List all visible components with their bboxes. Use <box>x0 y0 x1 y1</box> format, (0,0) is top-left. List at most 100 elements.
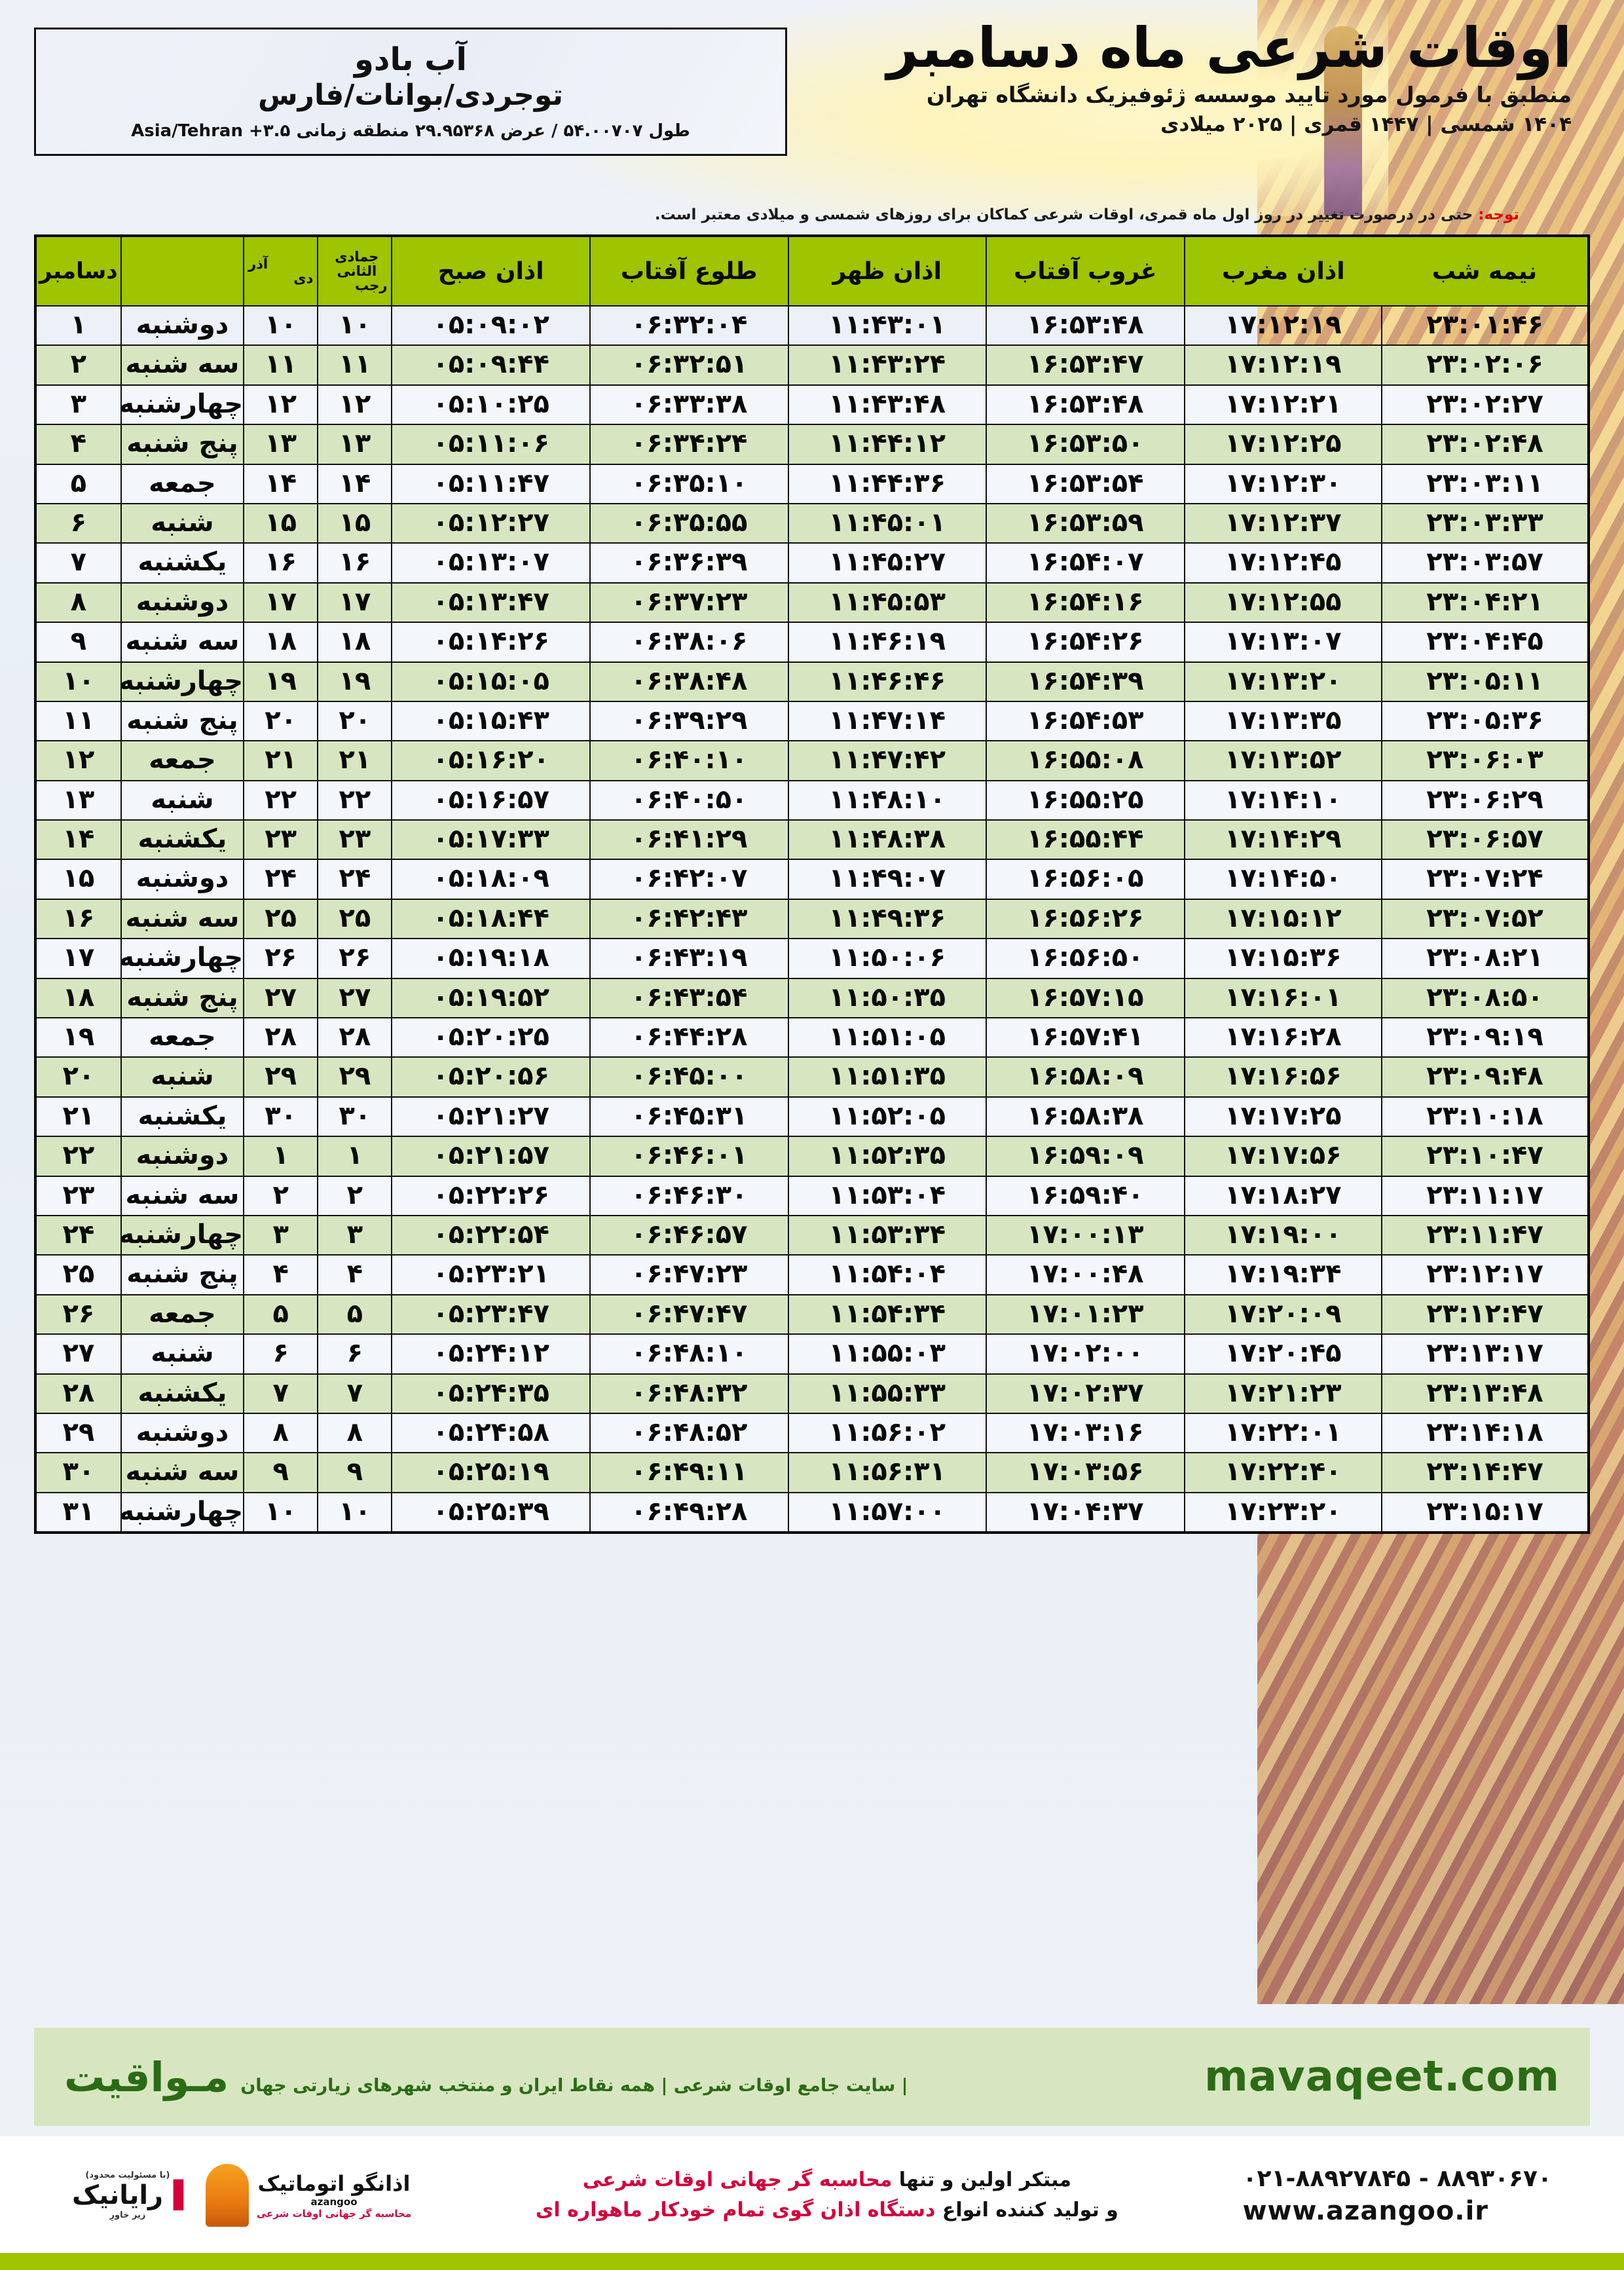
cell-jalali: ۲۵ <box>243 898 319 940</box>
cell-maghrib: ۱۷:۱۹:۳۴ <box>1183 1254 1383 1295</box>
cell-sunset: ۱۶:۵۹:۰۹ <box>986 1136 1185 1177</box>
cell-weekday: دوشنبه <box>120 859 245 900</box>
cell-midnight: ۲۳:۰۵:۱۱ <box>1381 661 1589 702</box>
cell-sunrise: ۰۶:۳۵:۱۰ <box>589 463 789 504</box>
cell-maghrib: ۱۷:۲۰:۴۵ <box>1183 1333 1383 1375</box>
cell-maghrib: ۱۷:۱۲:۴۵ <box>1183 542 1383 584</box>
cell-dhuhr: ۱۱:۵۰:۳۵ <box>787 977 987 1019</box>
table-row: ۲۳:۰۴:۴۵ ۱۷:۱۳:۰۷ ۱۶:۵۴:۲۶ ۱۱:۴۶:۱۹ ۰۶:۳۸:۰۶… <box>35 622 1589 663</box>
cell-jalali: ۱۳ <box>243 424 319 465</box>
promo-website-link[interactable]: mavaqeet.com <box>1204 2053 1560 2101</box>
cell-day: ۱۸ <box>35 977 122 1019</box>
col-header-jalali: آذر دی <box>243 236 318 306</box>
cell-hijri: ۲۳ <box>317 819 393 861</box>
cell-jalali: ۲۱ <box>243 740 319 781</box>
cell-weekday: چهارشنبه <box>119 1491 245 1534</box>
rayaneek-logo-main: رایانیک <box>72 2180 164 2210</box>
cell-midnight: ۲۳:۰۲:۴۸ <box>1381 424 1589 465</box>
cell-sunset: ۱۶:۵۴:۰۷ <box>986 542 1185 584</box>
cell-hijri: ۳۰ <box>317 1096 393 1138</box>
cell-sunset: ۱۶:۵۷:۴۱ <box>986 1017 1185 1058</box>
cell-fajr: ۰۵:۲۵:۳۹ <box>391 1491 591 1534</box>
cell-dhuhr: ۱۱:۵۵:۰۳ <box>787 1333 987 1375</box>
cell-day: ۲۹ <box>35 1412 122 1454</box>
table-row: ۲۳:۰۲:۲۷ ۱۷:۱۲:۲۱ ۱۶:۵۳:۴۸ ۱۱:۴۳:۴۸ ۰۶:۳۳:۳۸… <box>35 384 1589 426</box>
cell-day: ۸ <box>35 582 122 623</box>
cell-hijri: ۲۹ <box>317 1056 393 1098</box>
cell-sunrise: ۰۶:۳۸:۰۶ <box>589 622 789 663</box>
table-row: ۲۳:۰۴:۲۱ ۱۷:۱۲:۵۵ ۱۶:۵۴:۱۶ ۱۱:۴۵:۵۳ ۰۶:۳۷:۲۳… <box>35 582 1589 623</box>
azangoo-logo-title: اذانگو اتوماتیک <box>257 2171 411 2196</box>
cell-weekday: پنج شنبه <box>120 1254 245 1295</box>
cell-weekday: دوشنبه <box>120 1136 245 1177</box>
cell-fajr: ۰۵:۱۹:۵۲ <box>391 977 591 1019</box>
cell-midnight: ۲۳:۱۴:۱۸ <box>1381 1412 1589 1454</box>
cell-sunrise: ۰۶:۴۲:۰۷ <box>589 859 789 900</box>
cell-day: ۱۰ <box>35 661 122 702</box>
cell-sunrise: ۰۶:۳۵:۵۵ <box>589 502 789 544</box>
cell-weekday: دوشنبه <box>120 582 245 623</box>
note-line: توجه: حتی در درصورت تغییر در روز اول ماه… <box>33 206 1519 223</box>
cell-midnight: ۲۳:۰۶:۰۳ <box>1381 740 1589 781</box>
cell-sunrise: ۰۶:۴۸:۳۲ <box>589 1373 789 1414</box>
table-row: ۲۳:۰۸:۲۱ ۱۷:۱۵:۳۶ ۱۶:۵۶:۵۰ ۱۱:۵۰:۰۶ ۰۶:۴۳:۱۹… <box>35 938 1589 979</box>
cell-day: ۴ <box>35 424 122 465</box>
footer-phone: ۰۲۱-۸۸۹۲۷۸۴۵ - ۸۸۹۳۰۶۷۰ <box>1242 2165 1552 2192</box>
cell-dhuhr: ۱۱:۵۳:۰۴ <box>787 1175 987 1216</box>
cell-jalali: ۱۰ <box>243 305 319 346</box>
cell-jalali: ۱۸ <box>243 622 319 663</box>
cell-sunrise: ۰۶:۴۵:۰۰ <box>589 1056 789 1098</box>
cell-sunrise: ۰۶:۴۹:۱۱ <box>589 1452 789 1493</box>
cell-dhuhr: ۱۱:۵۲:۰۵ <box>787 1096 987 1138</box>
cell-maghrib: ۱۷:۱۳:۲۰ <box>1183 661 1383 702</box>
cell-weekday: پنج شنبه <box>120 700 245 742</box>
footer-contact: ۰۲۱-۸۸۹۲۷۸۴۵ - ۸۸۹۳۰۶۷۰ www.azangoo.ir <box>1243 2165 1552 2226</box>
cell-day: ۱۴ <box>35 819 122 861</box>
note-label: توجه: <box>1478 206 1519 223</box>
cell-weekday: پنج شنبه <box>120 977 245 1019</box>
cell-weekday: شنبه <box>120 779 245 821</box>
table-row: ۲۳:۰۳:۵۷ ۱۷:۱۲:۴۵ ۱۶:۵۴:۰۷ ۱۱:۴۵:۲۷ ۰۶:۳۶:۳۹… <box>35 542 1589 584</box>
cell-fajr: ۰۵:۱۲:۲۷ <box>391 502 591 544</box>
cell-maghrib: ۱۷:۲۱:۲۳ <box>1183 1373 1383 1414</box>
cell-fajr: ۰۵:۲۴:۵۸ <box>391 1412 591 1454</box>
cell-maghrib: ۱۷:۲۲:۰۱ <box>1183 1412 1383 1454</box>
table-row: ۲۳:۰۹:۴۸ ۱۷:۱۶:۵۶ ۱۶:۵۸:۰۹ ۱۱:۵۱:۳۵ ۰۶:۴۵:۰۰… <box>35 1056 1589 1098</box>
cell-fajr: ۰۵:۱۸:۰۹ <box>391 859 591 900</box>
cell-maghrib: ۱۷:۱۵:۱۲ <box>1183 898 1383 940</box>
cell-sunrise: ۰۶:۴۵:۳۱ <box>589 1096 789 1138</box>
cell-day: ۲۰ <box>35 1056 122 1098</box>
calendar-years: ۱۴۰۴ شمسی | ۱۴۴۷ قمری | ۲۰۲۵ میلادی <box>1160 113 1572 137</box>
promo-tagline: | سایت جامع اوقات شرعی | همه نقاط ایران … <box>240 2075 908 2096</box>
cell-weekday: شنبه <box>120 502 245 544</box>
cell-hijri: ۲۷ <box>317 977 393 1019</box>
cell-jalali: ۲۶ <box>243 938 319 979</box>
cell-sunset: ۱۷:۰۱:۲۳ <box>986 1293 1185 1335</box>
cell-sunset: ۱۷:۰۲:۳۷ <box>986 1373 1185 1414</box>
table-row: ۲۳:۰۳:۱۱ ۱۷:۱۲:۳۰ ۱۶:۵۳:۵۴ ۱۱:۴۴:۳۶ ۰۶:۳۵:۱۰… <box>35 463 1589 504</box>
cell-dhuhr: ۱۱:۴۴:۳۶ <box>787 463 987 504</box>
cell-sunset: ۱۶:۵۵:۴۴ <box>986 819 1185 861</box>
cell-hijri: ۲۰ <box>317 700 393 742</box>
cell-dhuhr: ۱۱:۴۶:۱۹ <box>787 622 987 663</box>
page-header: آب بادو توجردی/بوانات/فارس طول ۵۴.۰۰۷۰۷ … <box>0 0 1624 190</box>
cell-fajr: ۰۵:۲۳:۲۱ <box>391 1254 591 1295</box>
table-row: ۲۳:۱۲:۴۷ ۱۷:۲۰:۰۹ ۱۷:۰۱:۲۳ ۱۱:۵۴:۳۴ ۰۶:۴۷:۴۷… <box>35 1293 1589 1335</box>
cell-weekday: یکشنبه <box>120 819 245 861</box>
table-row: ۲۳:۰۶:۰۳ ۱۷:۱۳:۵۲ ۱۶:۵۵:۰۸ ۱۱:۴۷:۴۲ ۰۶:۴۰:۱۰… <box>35 740 1589 781</box>
cell-jalali: ۱۰ <box>243 1491 319 1534</box>
cell-weekday: دوشنبه <box>120 1412 245 1454</box>
footer-website[interactable]: www.azangoo.ir <box>1242 2195 1489 2226</box>
cell-midnight: ۲۳:۰۴:۴۵ <box>1381 622 1589 663</box>
cell-sunset: ۱۶:۵۳:۴۸ <box>986 305 1185 346</box>
cell-midnight: ۲۳:۰۷:۲۴ <box>1381 859 1589 900</box>
cell-day: ۲۳ <box>35 1175 122 1216</box>
cell-fajr: ۰۵:۱۷:۳۳ <box>391 819 591 861</box>
cell-weekday: شنبه <box>120 1056 245 1098</box>
table-row: ۲۳:۰۱:۴۶ ۱۷:۱۲:۱۹ ۱۶:۵۳:۴۸ ۱۱:۴۳:۰۱ ۰۶:۳۲:۰۴… <box>35 305 1589 346</box>
cell-fajr: ۰۵:۱۳:۴۷ <box>391 582 591 623</box>
cell-sunset: ۱۶:۵۳:۵۹ <box>986 502 1185 544</box>
location-admin-path: توجردی/بوانات/فارس <box>257 78 564 112</box>
cell-maghrib: ۱۷:۱۹:۰۰ <box>1183 1214 1383 1256</box>
table-row: ۲۳:۰۳:۳۳ ۱۷:۱۲:۳۷ ۱۶:۵۳:۵۹ ۱۱:۴۵:۰۱ ۰۶:۳۵:۵۵… <box>35 502 1589 544</box>
